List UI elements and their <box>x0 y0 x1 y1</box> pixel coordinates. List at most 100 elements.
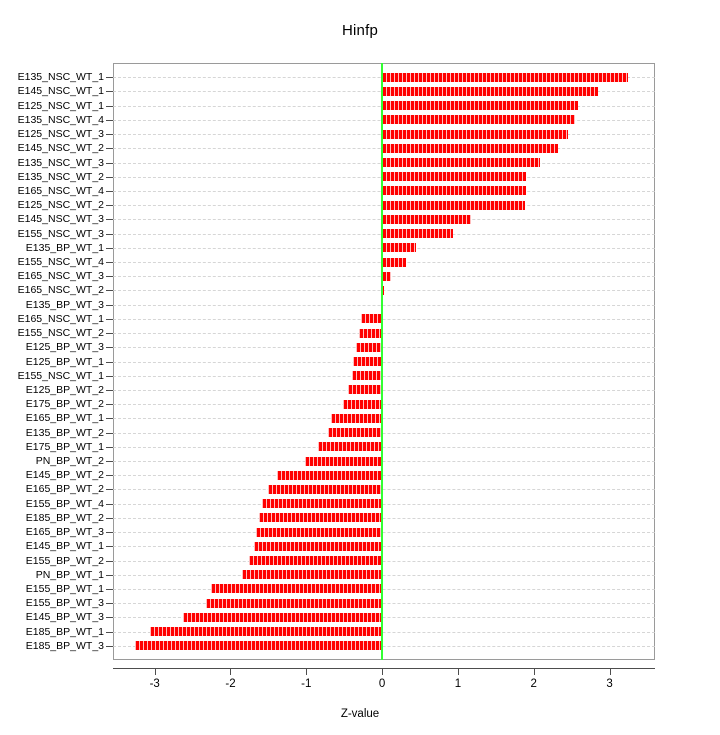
bar-hatch <box>259 513 383 523</box>
bar-hatch <box>330 413 383 423</box>
gridline <box>113 375 655 377</box>
bar-hatch <box>241 570 383 580</box>
gridline <box>113 318 655 320</box>
gridline <box>113 631 655 633</box>
bar-hatch <box>261 499 383 509</box>
bar <box>210 584 383 594</box>
y-axis-tick-label: E125_NSC_WT_1 <box>17 99 104 112</box>
bar-hatch <box>317 442 383 452</box>
x-axis-tick <box>457 668 459 675</box>
bar <box>382 172 527 182</box>
bar <box>382 229 454 239</box>
bar-hatch <box>347 385 383 395</box>
y-axis-tick <box>106 446 113 448</box>
x-axis-tick <box>609 668 611 675</box>
x-axis-tick <box>306 668 308 675</box>
chart-title: Hinfp <box>341 22 379 39</box>
bar-hatch <box>351 371 383 381</box>
y-axis-tick-label: E145_BP_WT_1 <box>25 540 104 553</box>
bar <box>327 428 383 438</box>
gridline <box>113 546 655 548</box>
y-axis-tick-label: E165_NSC_WT_1 <box>17 312 104 325</box>
x-axis-tick <box>230 668 232 675</box>
gridline <box>113 645 655 647</box>
y-axis-tick-label: E175_BP_WT_1 <box>25 440 104 453</box>
y-axis-tick <box>106 489 113 491</box>
bar <box>353 357 383 366</box>
bar-hatch <box>253 541 383 551</box>
y-axis-tick-label: E125_NSC_WT_2 <box>17 199 104 212</box>
y-axis-tick-label: E125_NSC_WT_3 <box>17 128 104 141</box>
bar-hatch <box>206 598 383 608</box>
bar <box>382 243 417 253</box>
y-axis-tick <box>106 517 113 519</box>
gridline <box>113 304 655 306</box>
y-axis-tick <box>106 119 113 121</box>
y-axis-tick <box>106 77 113 79</box>
bar-hatch <box>268 484 383 494</box>
bar-hatch <box>134 641 383 651</box>
x-axis-tick-label: 0 <box>378 678 386 690</box>
bar <box>382 115 576 125</box>
y-axis-tick-label: E185_BP_WT_1 <box>25 625 104 638</box>
y-axis-tick-label: E185_BP_WT_2 <box>25 511 104 524</box>
bar <box>248 556 383 565</box>
y-axis-tick <box>106 247 113 249</box>
bar <box>382 158 540 167</box>
x-axis-tick <box>533 668 535 675</box>
bar <box>183 612 383 622</box>
bar-hatch <box>358 328 383 338</box>
y-axis-tick <box>106 574 113 576</box>
bar-hatch <box>342 399 383 409</box>
x-axis-tick <box>382 668 384 675</box>
y-axis-tick-label: E165_BP_WT_2 <box>25 483 104 496</box>
bar <box>304 456 383 466</box>
y-axis-tick-label: E125_BP_WT_1 <box>25 355 104 368</box>
bar <box>360 314 383 324</box>
y-axis-tick-label: E135_BP_WT_2 <box>25 426 104 439</box>
bar <box>382 129 568 139</box>
y-axis-tick <box>106 233 113 235</box>
y-axis-tick-label: E145_BP_WT_3 <box>25 611 104 624</box>
y-axis-tick <box>106 645 113 647</box>
bar-hatch <box>382 229 454 239</box>
bar-hatch <box>382 271 392 281</box>
bar <box>276 470 383 480</box>
bar-hatch <box>276 470 383 480</box>
bar <box>347 385 383 395</box>
y-axis-tick <box>106 190 113 192</box>
bar-hatch <box>327 428 383 438</box>
gridline <box>113 489 655 491</box>
bar-hatch <box>353 357 383 366</box>
bar <box>342 399 383 409</box>
bar-hatch <box>382 243 417 253</box>
bar <box>268 484 383 494</box>
gridline <box>113 361 655 363</box>
bar <box>382 271 392 281</box>
gridline <box>113 560 655 562</box>
bar-hatch <box>382 72 629 82</box>
y-axis-tick-label: E155_NSC_WT_3 <box>17 227 104 240</box>
bar-hatch <box>183 612 383 622</box>
bar <box>241 570 383 580</box>
gridline <box>113 333 655 335</box>
x-axis-tick <box>154 668 156 675</box>
y-axis-tick <box>106 588 113 590</box>
gridline <box>113 603 655 605</box>
bar-hatch <box>382 143 558 153</box>
y-axis-tick <box>106 546 113 548</box>
bar-hatch <box>356 342 383 352</box>
bar <box>382 214 471 224</box>
bar <box>382 257 407 267</box>
x-axis-tick-label: 2 <box>530 678 537 690</box>
bar <box>382 101 578 111</box>
y-axis-tick <box>106 91 113 93</box>
gridline <box>113 461 655 462</box>
y-axis-tick <box>106 361 113 363</box>
gridline <box>113 588 655 590</box>
bar-hatch <box>382 186 527 196</box>
y-axis-tick-label: E135_NSC_WT_2 <box>17 170 104 183</box>
y-axis-tick <box>106 148 113 150</box>
y-axis-tick <box>106 219 113 221</box>
